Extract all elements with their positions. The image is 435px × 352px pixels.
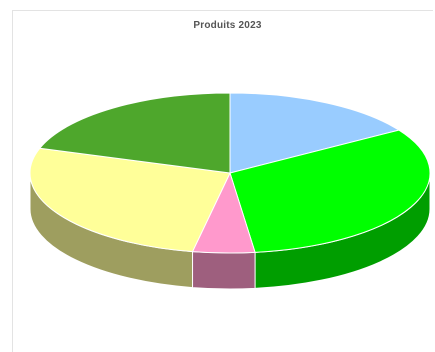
chart-frame	[12, 10, 433, 352]
pie-slice-0	[229, 92, 401, 174]
pie-side-2	[192, 251, 256, 290]
pie-slice-3	[29, 147, 231, 253]
pie-slices	[29, 92, 431, 254]
pie-slice-1	[229, 129, 431, 253]
pie-slice-4	[38, 92, 231, 174]
chart-title: Produits 2023	[193, 20, 262, 31]
